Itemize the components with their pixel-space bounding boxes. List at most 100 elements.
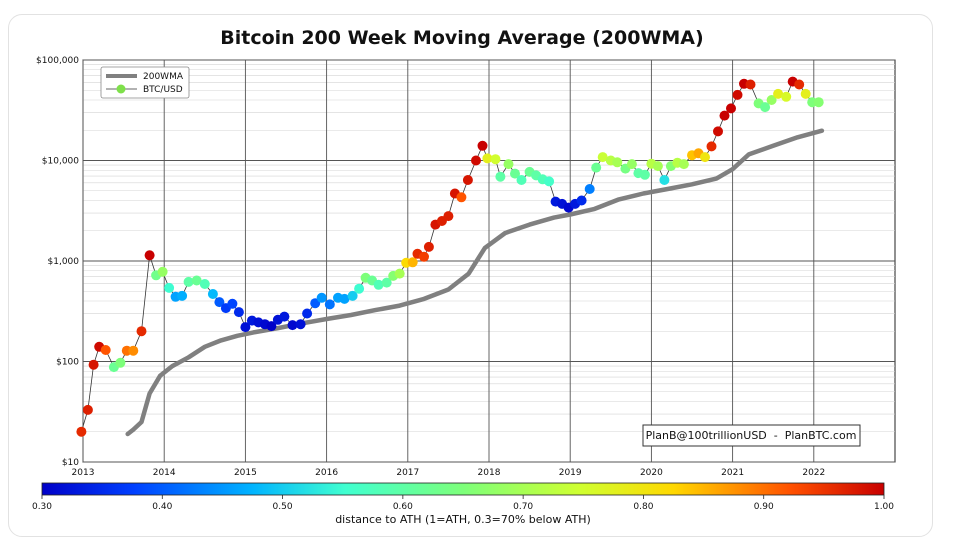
colorbar-tick-label: 0.30 [32, 502, 52, 512]
btc-price-point [773, 88, 784, 99]
btc-price-point [240, 322, 251, 333]
btc-price-point [128, 345, 139, 356]
colorbar-ticks: 0.30 0.40 0.50 0.60 0.70 0.80 0.90 1.00 [32, 495, 894, 512]
x-tick-label: 2021 [721, 468, 744, 478]
bitcoin-200wma-chart: Bitcoin 200 Week Moving Average (200WMA)… [32, 27, 896, 526]
chart-title: Bitcoin 200 Week Moving Average (200WMA) [220, 27, 703, 49]
btc-price-point [423, 241, 434, 252]
legend-wma-label: 200WMA [143, 72, 184, 82]
btc-price-point [732, 89, 743, 100]
btc-price-point [745, 79, 756, 90]
colorbar-tick-label: 0.70 [513, 502, 533, 512]
btc-price-point [462, 175, 473, 185]
y-tick-label: $100,000 [36, 56, 79, 66]
colorbar-tick-label: 0.60 [393, 502, 413, 512]
btc-price-point [597, 152, 608, 163]
btc-price-point [490, 154, 501, 165]
x-tick-label: 2022 [802, 468, 825, 478]
btc-price-point [544, 176, 555, 187]
btc-price-point [800, 88, 811, 99]
y-tick-label: $10 [62, 458, 79, 468]
y-axis-ticks: $10 $100 $1,000 $10,000 $100,000 [36, 56, 79, 468]
btc-price-point [394, 268, 405, 279]
btc-price-point [781, 91, 792, 102]
btc-price-point [495, 171, 506, 182]
btc-price-point [766, 95, 777, 105]
btc-price-points [76, 76, 824, 437]
btc-price-point [207, 289, 218, 299]
y-tick-label: $10,000 [42, 157, 79, 167]
btc-price-point [347, 290, 358, 301]
btc-price-point [354, 283, 365, 294]
btc-price-point [576, 195, 587, 206]
btc-price-point [164, 282, 175, 293]
credit-annotation: PlanB@100trillionUSD - PlanBTC.com [642, 424, 861, 447]
x-tick-label: 2013 [72, 468, 95, 478]
x-tick-label: 2014 [153, 468, 176, 478]
btc-price-point [407, 257, 418, 268]
x-tick-label: 2020 [640, 468, 663, 478]
btc-price-point [144, 250, 155, 261]
btc-price-point [652, 161, 663, 172]
y-tick-label: $100 [56, 358, 79, 368]
btc-price-point [713, 126, 723, 137]
btc-price-point [381, 277, 392, 288]
btc-price-point [626, 159, 637, 170]
btc-price-point [719, 110, 730, 121]
colorbar-tick-label: 0.90 [754, 502, 774, 512]
credit-text: PlanB@100trillionUSD - PlanBTC.com [646, 429, 857, 442]
btc-price-point [266, 321, 277, 332]
colorbar-tick-label: 0.50 [273, 502, 293, 512]
btc-price-point [191, 275, 202, 286]
btc-price-point [227, 298, 238, 309]
btc-price-point [82, 404, 93, 415]
btc-price-point [316, 292, 327, 303]
btc-price-point [279, 311, 290, 322]
colorbar [41, 482, 885, 496]
x-tick-label: 2019 [559, 468, 582, 478]
btc-price-point [591, 162, 602, 173]
btc-price-point [295, 319, 306, 330]
btc-price-point [456, 192, 467, 203]
x-tick-label: 2016 [315, 468, 338, 478]
btc-price-point [584, 184, 595, 194]
colorbar-label: distance to ATH (1=ATH, 0.3=70% below AT… [335, 513, 591, 526]
btc-price-point [612, 157, 623, 168]
btc-price-point [760, 102, 771, 113]
x-axis-ticks: 2013 2014 2015 2016 2017 2018 2019 2020 2021 2022 [72, 468, 826, 478]
legend-btc-label: BTC/USD [143, 85, 183, 95]
btc-price-point [482, 153, 493, 164]
colorbar-tick-label: 1.00 [874, 502, 894, 512]
x-tick-label: 2018 [478, 468, 501, 478]
btc-price-point [177, 290, 188, 301]
btc-price-point [115, 357, 126, 368]
colorbar-tick-label: 0.80 [633, 502, 653, 512]
major-gridlines [82, 59, 895, 463]
btc-price-point [503, 159, 514, 170]
btc-price-point [678, 159, 689, 170]
btc-price-point [510, 168, 520, 179]
btc-price-point [443, 211, 454, 222]
btc-price-point [100, 345, 111, 355]
btc-price-point [471, 155, 481, 166]
btc-price-point [287, 320, 298, 331]
wma-200-line [125, 128, 825, 437]
btc-price-point [659, 175, 670, 185]
legend: 200WMA BTC/USD [100, 66, 190, 99]
btc-price-point [339, 293, 350, 304]
btc-price-point [700, 152, 710, 163]
btc-price-point [813, 97, 824, 108]
btc-price-point [88, 359, 99, 370]
btc-price-point [183, 276, 194, 287]
credit-box [642, 424, 861, 447]
btc-price-point [706, 141, 717, 152]
btc-price-point [794, 79, 805, 90]
btc-price-point [639, 169, 650, 180]
btc-price-point [157, 266, 168, 277]
chart-card: Bitcoin 200 Week Moving Average (200WMA)… [8, 14, 933, 537]
btc-price-point [324, 299, 335, 310]
btc-price-point [516, 175, 527, 185]
btc-price-point [76, 426, 87, 437]
legend-btc-marker [116, 84, 126, 94]
btc-price-point [477, 140, 488, 151]
